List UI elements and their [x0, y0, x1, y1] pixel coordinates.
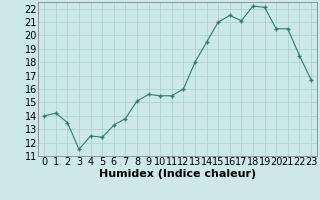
X-axis label: Humidex (Indice chaleur): Humidex (Indice chaleur): [99, 169, 256, 179]
